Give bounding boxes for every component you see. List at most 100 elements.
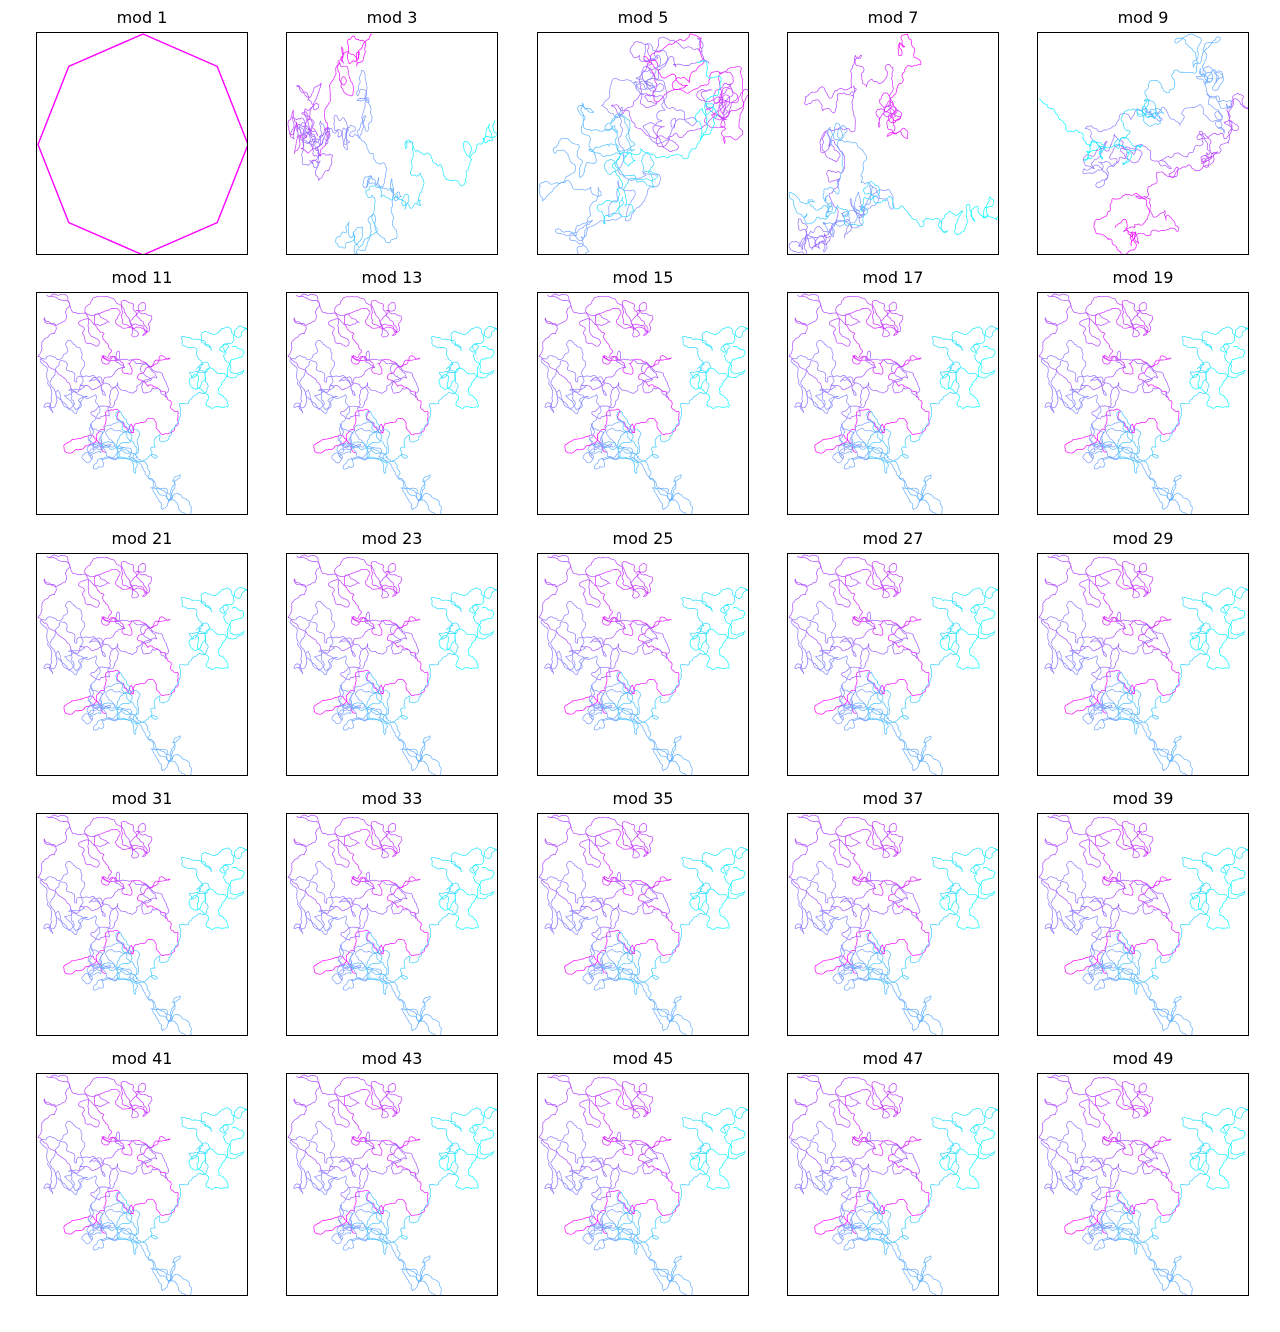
walk-segment [68,1131,86,1172]
walk-segment [78,579,100,608]
walk-segment [1109,143,1127,164]
walk-segment [386,616,421,644]
walk-segment [43,1089,68,1116]
walk-segment [839,423,863,448]
walk-segment [832,707,860,725]
walk-segment [369,1227,406,1267]
walk-segment [547,554,572,571]
walk-segment [788,854,818,902]
walk-segment [461,1141,495,1160]
walk-segment [46,293,71,309]
walk-segment [43,569,68,596]
walk-segment [340,1163,369,1199]
walk-segment [835,816,867,857]
walk-segment [1095,1089,1138,1111]
walk-segment [887,125,909,139]
walk-segment [905,1008,943,1035]
walk-segment [552,137,583,173]
walk-segment [788,594,818,642]
walk-segment [210,846,247,859]
walk-segment [374,221,398,244]
walk-segment [651,422,680,458]
walk-segment [596,307,639,330]
plot-area [286,813,498,1036]
walk-segment [365,301,389,338]
walk-segment [807,360,848,383]
walk-segment [55,1170,75,1190]
walk-segment [430,597,454,638]
walk-segment [209,1106,247,1119]
walk-segment [1041,361,1055,414]
walk-segment [1095,163,1117,188]
subplot-title: mod 45 [612,1049,674,1068]
walk-segment [622,689,639,735]
walk-segment [1087,704,1119,722]
walk-segment [1085,145,1106,160]
walk-segment [1210,586,1248,599]
walk-segment [698,1168,730,1190]
subplot-mod-45: mod 45 [537,1049,749,1296]
walk-segment [571,308,612,326]
walk-segment [591,903,620,939]
walk-segment [103,966,151,998]
walk-segment [339,684,362,709]
walk-segment [84,1077,116,1117]
walk-segment [1212,360,1246,379]
walk-segment [797,814,822,830]
walk-segment [621,1227,657,1267]
walk-segment [1100,421,1130,453]
walk-segment [68,611,86,652]
walk-segment [648,475,680,500]
walk-segment [147,475,179,500]
walk-segment [623,300,652,336]
walk-segment [1123,1081,1151,1117]
walk-segment [620,446,657,486]
walk-segment [816,86,850,99]
walk-segment [342,972,371,991]
walk-segment [1124,362,1153,394]
walk-segment [698,648,730,670]
walk-segment [1071,1192,1108,1235]
walk-segment [1116,301,1140,338]
walk-segment [843,1232,872,1251]
walk-segment [370,561,398,594]
walk-segment [90,1163,119,1198]
walk-segment [121,689,138,735]
plot-area [36,1073,248,1296]
walk-segment [1092,949,1122,974]
walk-segment [154,1008,192,1035]
walk-segment [711,586,748,599]
walk-segment [610,93,643,116]
walk-segment [382,880,408,915]
walk-segment [150,1266,171,1291]
walk-segment [380,563,403,585]
walk-segment [387,355,421,383]
walk-segment [287,854,317,902]
walk-segment [1155,487,1193,514]
walk-segment [720,330,737,362]
walk-segment [43,308,68,335]
walk-segment [180,336,204,376]
walk-segment [211,881,245,900]
walk-segment [822,188,830,214]
walk-segment [1056,1170,1076,1190]
walk-segment [1117,963,1159,984]
walk-segment [345,307,387,330]
walk-segment [797,1074,822,1091]
walk-segment [939,888,963,911]
walk-segment [617,703,659,724]
walk-segment [365,949,391,984]
walk-segment [970,1111,987,1143]
walk-segment [1067,895,1115,914]
walk-segment [852,355,875,366]
walk-segment [601,954,642,976]
walk-segment [794,1089,818,1116]
walk-segment [294,121,302,154]
walk-segment [840,944,863,969]
walk-segment [873,821,902,857]
walk-segment [623,821,651,857]
walk-segment [64,1171,88,1195]
walk-segment [858,179,873,213]
walk-segment [404,487,442,514]
walk-segment [866,822,890,859]
